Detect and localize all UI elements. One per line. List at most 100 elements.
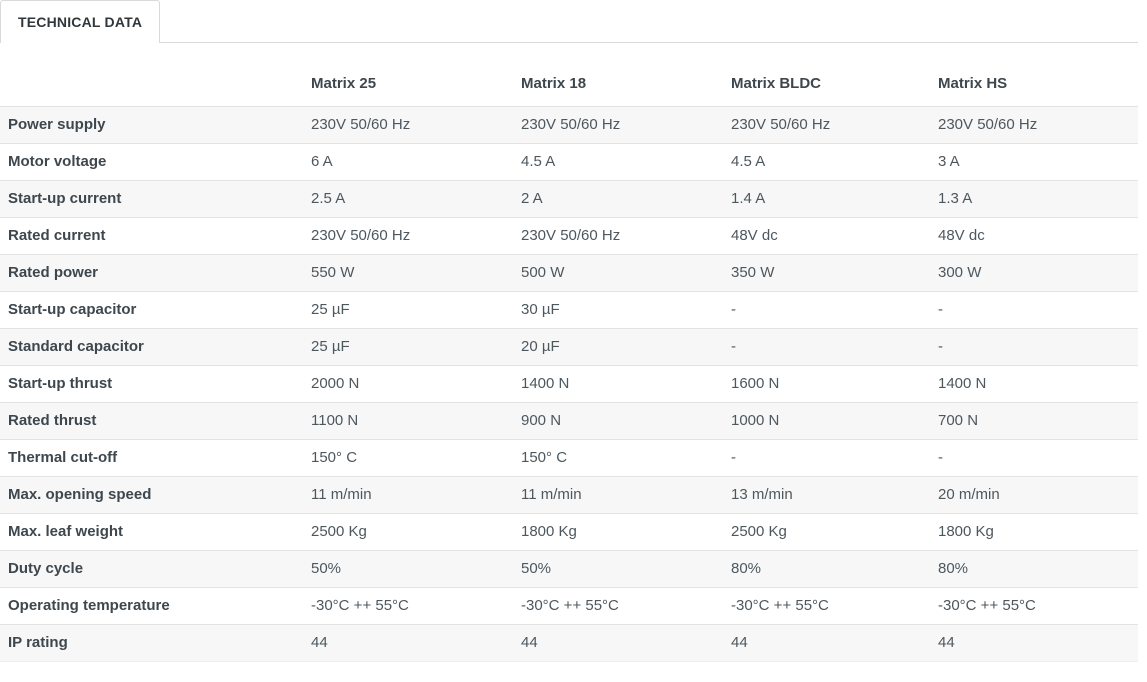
table-row: Operating temperature -30°C ++ 55°C -30°C … — [0, 586, 1138, 624]
table-row: Max. leaf weight 2500 Kg 1800 Kg 2500 Kg 180… — [0, 512, 1138, 550]
cell-value: 44 — [930, 623, 1138, 662]
row-label: Duty cycle — [0, 549, 303, 587]
cell-value: 48V dc — [723, 216, 930, 254]
cell-value: 44 — [513, 623, 723, 662]
table-row: Duty cycle 50% 50% 80% 80% — [0, 549, 1138, 587]
cell-value: 230V 50/60 Hz — [303, 216, 513, 254]
cell-value: 300 W — [930, 253, 1138, 291]
cell-value: 230V 50/60 Hz — [513, 105, 723, 143]
cell-value: 11 m/min — [303, 475, 513, 513]
table-row: Start-up thrust 2000 N 1400 N 1600 N 1400 N — [0, 364, 1138, 402]
table-row: Max. opening speed 11 m/min 11 m/min 13 m/m… — [0, 475, 1138, 513]
row-label: Start-up capacitor — [0, 290, 303, 328]
cell-value: 44 — [723, 623, 930, 662]
table-row: Standard capacitor 25 µF 20 µF - - — [0, 327, 1138, 365]
table-row: Rated power 550 W 500 W 350 W 300 W — [0, 253, 1138, 291]
cell-value: 700 N — [930, 401, 1138, 439]
cell-value: 230V 50/60 Hz — [930, 105, 1138, 143]
cell-value: 1800 Kg — [930, 512, 1138, 550]
cell-value: 2500 Kg — [723, 512, 930, 550]
cell-value: - — [930, 290, 1138, 328]
cell-value: 150° C — [303, 438, 513, 476]
cell-value: 25 µF — [303, 327, 513, 365]
cell-value: 230V 50/60 Hz — [723, 105, 930, 143]
cell-value: 44 — [303, 623, 513, 662]
table-header-row: Matrix 25 Matrix 18 Matrix BLDC Matrix HS — [0, 43, 1138, 106]
row-label: IP rating — [0, 623, 303, 662]
cell-value: 550 W — [303, 253, 513, 291]
cell-value: 2 A — [513, 179, 723, 217]
table-row: IP rating 44 44 44 44 — [0, 623, 1138, 662]
cell-value: 2500 Kg — [303, 512, 513, 550]
cell-value: - — [930, 327, 1138, 365]
cell-value: 20 µF — [513, 327, 723, 365]
column-header: Matrix HS — [930, 43, 1138, 106]
cell-value: - — [723, 327, 930, 365]
cell-value: 50% — [303, 549, 513, 587]
cell-value: 48V dc — [930, 216, 1138, 254]
cell-value: 3 A — [930, 142, 1138, 180]
cell-value: -30°C ++ 55°C — [513, 586, 723, 624]
row-label: Power supply — [0, 105, 303, 143]
tab-bar: TECHNICAL DATA — [0, 0, 1138, 43]
cell-value: 150° C — [513, 438, 723, 476]
cell-value: 1800 Kg — [513, 512, 723, 550]
row-label: Rated thrust — [0, 401, 303, 439]
cell-value: - — [723, 290, 930, 328]
tab-label: TECHNICAL DATA — [18, 14, 143, 30]
cell-value: 2000 N — [303, 364, 513, 402]
row-label: Max. opening speed — [0, 475, 303, 513]
cell-value: -30°C ++ 55°C — [303, 586, 513, 624]
cell-value: 13 m/min — [723, 475, 930, 513]
header-spacer — [0, 43, 303, 106]
cell-value: - — [930, 438, 1138, 476]
cell-value: 1400 N — [513, 364, 723, 402]
row-label: Motor voltage — [0, 142, 303, 180]
row-label: Thermal cut-off — [0, 438, 303, 476]
cell-value: 4.5 A — [723, 142, 930, 180]
cell-value: 80% — [723, 549, 930, 587]
cell-value: - — [723, 438, 930, 476]
cell-value: 6 A — [303, 142, 513, 180]
cell-value: 1400 N — [930, 364, 1138, 402]
table-row: Rated thrust 1100 N 900 N 1000 N 700 N — [0, 401, 1138, 439]
row-label: Standard capacitor — [0, 327, 303, 365]
cell-value: -30°C ++ 55°C — [930, 586, 1138, 624]
row-label: Rated current — [0, 216, 303, 254]
column-header: Matrix 18 — [513, 43, 723, 106]
column-header: Matrix 25 — [303, 43, 513, 106]
cell-value: 25 µF — [303, 290, 513, 328]
cell-value: 350 W — [723, 253, 930, 291]
table-row: Power supply 230V 50/60 Hz 230V 50/60 Hz 23… — [0, 105, 1138, 143]
cell-value: 11 m/min — [513, 475, 723, 513]
table-row: Thermal cut-off 150° C 150° C-- — [0, 438, 1138, 476]
cell-value: 50% — [513, 549, 723, 587]
technical-data-table: Matrix 25 Matrix 18 Matrix BLDC Matrix HS P… — [0, 43, 1138, 662]
cell-value: 4.5 A — [513, 142, 723, 180]
tab-technical-data[interactable]: TECHNICAL DATA — [0, 0, 161, 43]
cell-value: -30°C ++ 55°C — [723, 586, 930, 624]
cell-value: 30 µF — [513, 290, 723, 328]
row-label: Start-up thrust — [0, 364, 303, 402]
table-row: Start-up capacitor 25 µF 30 µF - - — [0, 290, 1138, 328]
tab-bar-divider — [160, 0, 1138, 43]
row-label: Operating temperature — [0, 586, 303, 624]
cell-value: 20 m/min — [930, 475, 1138, 513]
cell-value: 80% — [930, 549, 1138, 587]
cell-value: 1600 N — [723, 364, 930, 402]
cell-value: 230V 50/60 Hz — [303, 105, 513, 143]
cell-value: 1.4 A — [723, 179, 930, 217]
cell-value: 2.5 A — [303, 179, 513, 217]
table-row: Rated current 230V 50/60 Hz 230V 50/60 Hz 4… — [0, 216, 1138, 254]
cell-value: 1100 N — [303, 401, 513, 439]
row-label: Rated power — [0, 253, 303, 291]
row-label: Max. leaf weight — [0, 512, 303, 550]
cell-value: 230V 50/60 Hz — [513, 216, 723, 254]
table-body: Power supply 230V 50/60 Hz 230V 50/60 Hz 23… — [0, 105, 1138, 662]
column-header: Matrix BLDC — [723, 43, 930, 106]
cell-value: 900 N — [513, 401, 723, 439]
cell-value: 500 W — [513, 253, 723, 291]
